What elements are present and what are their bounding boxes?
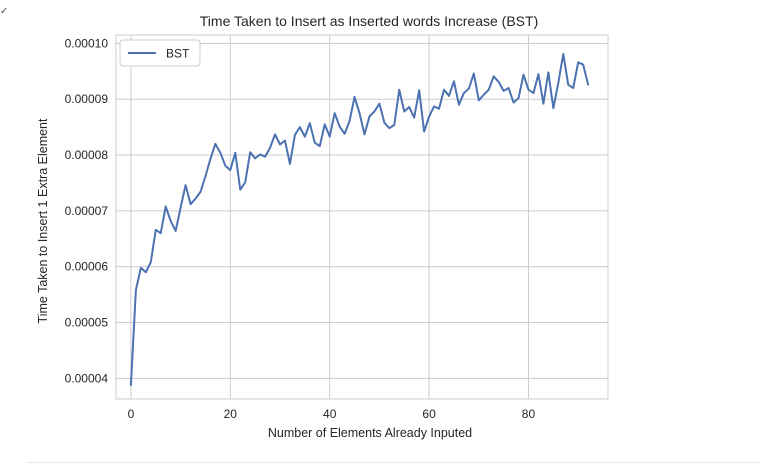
y-tick-label: 0.00009 [65, 92, 109, 106]
y-tick-labels: 0.00004 0.00005 0.00006 0.00007 0.00008 0.000… [65, 36, 109, 385]
y-tick-label: 0.00007 [65, 204, 109, 218]
x-tick-label: 60 [422, 407, 436, 421]
x-axis-label: Number of Elements Already Inputed [268, 426, 472, 440]
divider [26, 462, 760, 463]
legend-box [119, 39, 201, 67]
legend: BST [119, 39, 201, 67]
x-tick-label: 40 [323, 407, 337, 421]
x-tick-label: 0 [128, 407, 135, 421]
plot-frame [115, 34, 609, 400]
series-line-bst [129, 52, 590, 387]
y-tick-label: 0.00005 [65, 316, 109, 330]
grid-lines [116, 35, 608, 399]
x-tick-label: 20 [224, 407, 238, 421]
series-layer [129, 52, 590, 387]
chart-title: Time Taken to Insert as Inserted words I… [200, 13, 538, 29]
y-tick-label: 0.00008 [65, 148, 109, 162]
y-tick-label: 0.00004 [65, 371, 109, 385]
y-axis-label: Time Taken to Insert 1 Extra Element [36, 118, 50, 323]
x-tick-label: 80 [522, 407, 536, 421]
legend-label-bst: BST [166, 47, 190, 61]
y-tick-label: 0.00010 [65, 36, 109, 50]
corner-mark: ✓ [0, 6, 9, 17]
x-tick-labels: 0 20 40 60 80 [128, 407, 536, 421]
y-tick-label: 0.00006 [65, 260, 109, 274]
